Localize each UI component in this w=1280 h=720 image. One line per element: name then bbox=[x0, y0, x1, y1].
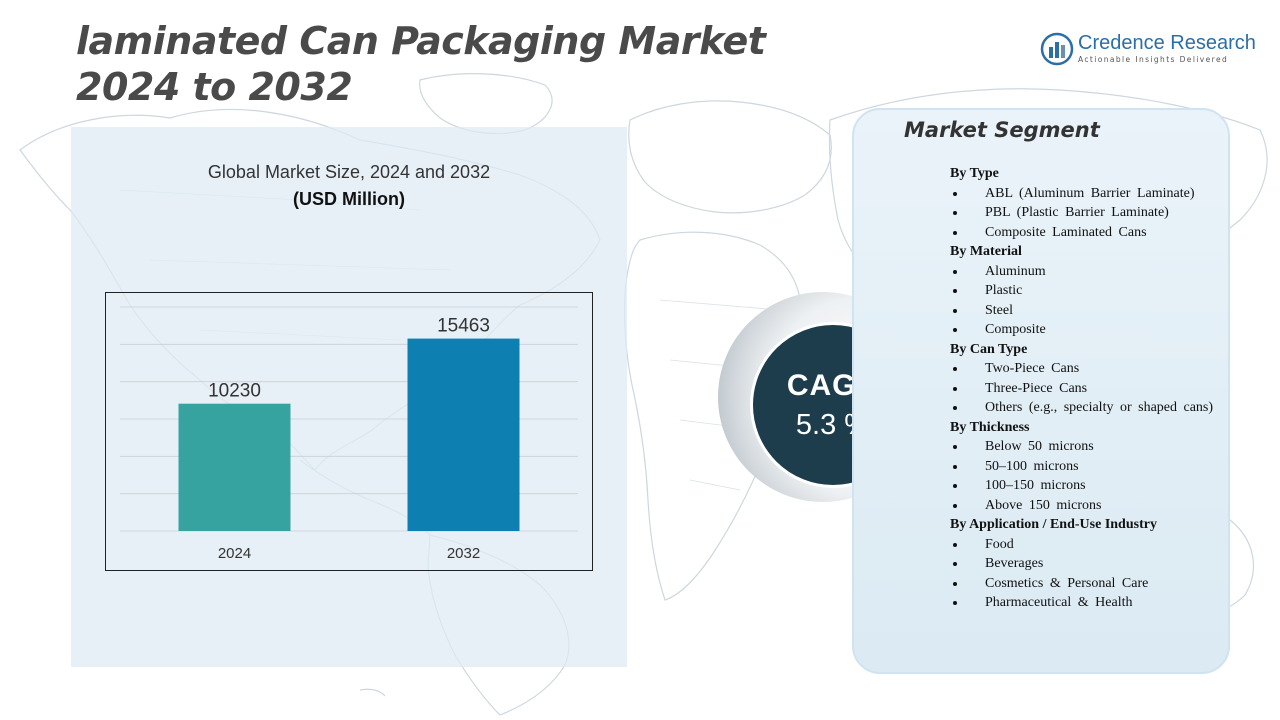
segment-item: Pharmaceutical & Health bbox=[950, 593, 1220, 613]
title-line-1: laminated Can Packaging Market bbox=[76, 19, 766, 63]
chart-frame: 10230 2024 15463 2032 bbox=[105, 292, 593, 571]
page-title: laminated Can Packaging Market 2024 to 2… bbox=[76, 18, 766, 110]
segment-item: Beverages bbox=[950, 554, 1220, 574]
segment-heading: Market Segment bbox=[904, 118, 1100, 142]
segment-item: Others (e.g., specialty or shaped cans) bbox=[950, 398, 1220, 418]
segment-group-title: By Material bbox=[950, 244, 1022, 259]
logo-name: Credence Research bbox=[1078, 32, 1256, 54]
segment-item: Steel bbox=[950, 301, 1220, 321]
bar-2032 bbox=[407, 338, 520, 531]
x-tick-label: 2024 bbox=[218, 545, 251, 562]
segment-group-title: By Type bbox=[950, 166, 999, 181]
segment-item: 100–150 microns bbox=[950, 476, 1220, 496]
x-tick-label: 2032 bbox=[447, 545, 480, 562]
segment-group-title: By Thickness bbox=[950, 419, 1030, 435]
segment-item: PBL (Plastic Barrier Laminate) bbox=[950, 203, 1220, 223]
segment-item: Composite bbox=[950, 320, 1220, 340]
segment-item: Two-Piece Cans bbox=[950, 359, 1220, 379]
segment-item: Three-Piece Cans bbox=[950, 379, 1220, 399]
segment-item: Aluminum bbox=[950, 262, 1220, 282]
market-segment-panel: Market Segment By Type ABL (Aluminum Barr… bbox=[852, 108, 1230, 674]
credence-research-logo: Credence Research Actionable Insights De… bbox=[1040, 30, 1260, 70]
segment-item: Plastic bbox=[950, 281, 1220, 301]
segment-group-title: By Application / End-Use Industry bbox=[950, 517, 1157, 532]
title-line-2: 2024 to 2032 bbox=[76, 65, 353, 109]
segment-item: Below 50 microns bbox=[950, 437, 1220, 457]
segment-item: Composite Laminated Cans bbox=[950, 223, 1220, 243]
segment-item: ABL (Aluminum Barrier Laminate) bbox=[950, 184, 1220, 204]
logo-icon bbox=[1040, 32, 1074, 66]
bar-2024 bbox=[178, 403, 291, 531]
segment-item: Cosmetics & Personal Care bbox=[950, 574, 1220, 594]
segment-item: Food bbox=[950, 535, 1220, 555]
bar-chart: 10230 2024 15463 2032 bbox=[120, 306, 578, 562]
map-europe bbox=[628, 100, 832, 214]
logo-tagline: Actionable Insights Delivered bbox=[1078, 55, 1229, 64]
segment-group-title: By Can Type bbox=[950, 341, 1028, 357]
bar-value-label: 15463 bbox=[437, 316, 490, 337]
chart-title: Global Market Size, 2024 and 2032 bbox=[207, 162, 491, 182]
chart-unit: (USD Million) bbox=[293, 189, 405, 209]
segment-item: Above 150 microns bbox=[950, 496, 1220, 516]
segment-list: By Type ABL (Aluminum Barrier Laminate) PB… bbox=[950, 164, 1220, 613]
market-size-chart-panel: Global Market Size, 2024 and 2032 (USD M… bbox=[71, 127, 627, 667]
segment-item: 50–100 microns bbox=[950, 457, 1220, 477]
bar-value-label: 10230 bbox=[208, 381, 261, 402]
